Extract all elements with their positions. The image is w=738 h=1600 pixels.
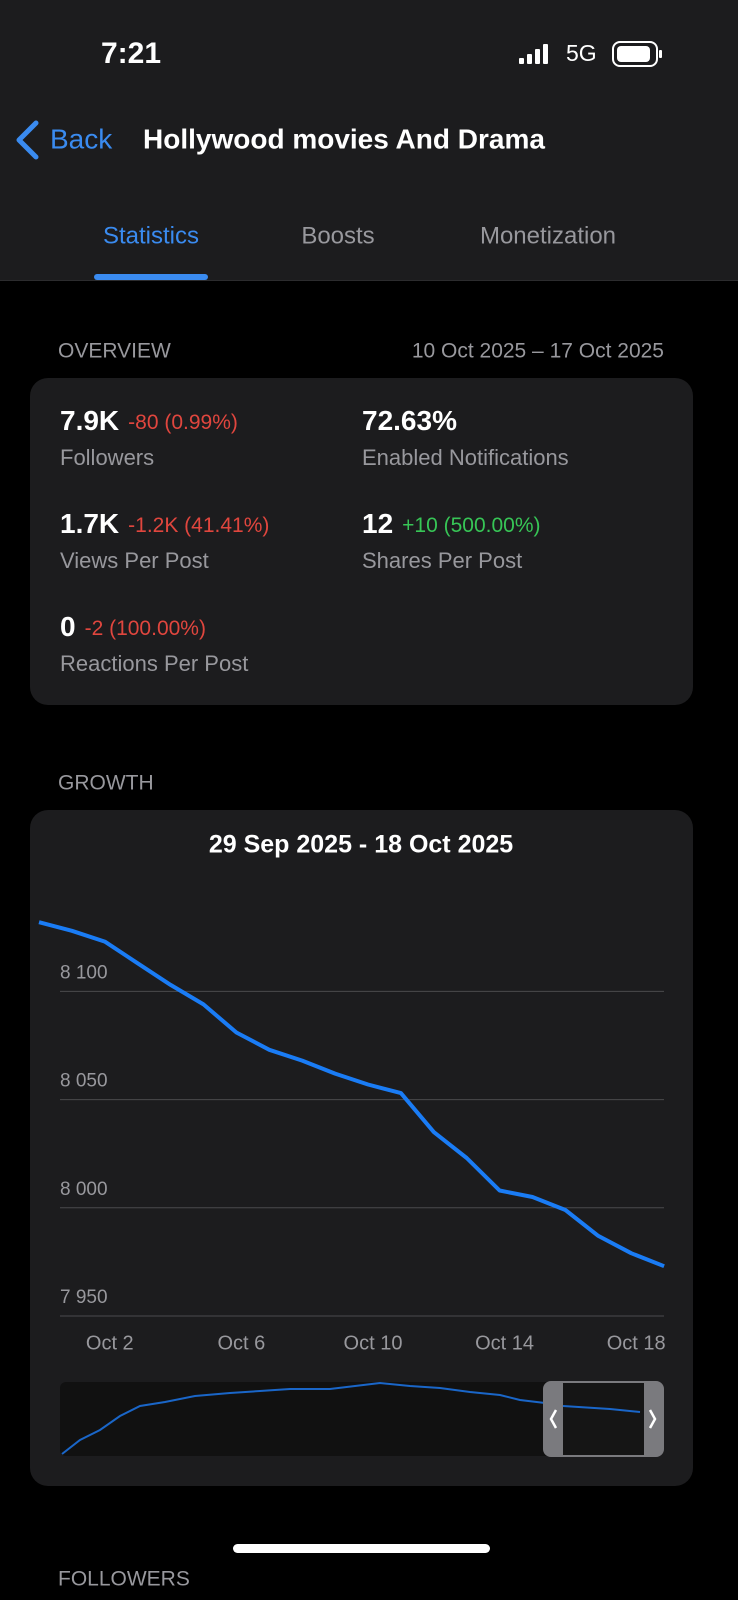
stat: 1.7K -1.2K (41.41%): [60, 508, 269, 539]
network: 5G: [566, 40, 597, 66]
status-time: 7:21: [101, 37, 161, 70]
overview-card: [30, 378, 693, 705]
navigator-handles[interactable]: [549, 1409, 657, 1429]
section-label: FOLLOWERS: [58, 1568, 190, 1591]
stat-change: -1.2K (41.41%): [128, 514, 269, 537]
battery-icon: [612, 41, 662, 67]
navigator[interactable]: [60, 1382, 663, 1456]
signal-icon: [519, 44, 548, 64]
tab[interactable]: Statistics: [103, 222, 199, 249]
stat: 72.63%: [362, 405, 457, 436]
navigator-window-inner: [563, 1383, 644, 1455]
x-tick-label: Oct 18: [607, 1332, 666, 1354]
date-range: 10 Oct 2025 – 17 Oct 2025: [412, 340, 664, 363]
navigator-line: [562, 1405, 641, 1413]
tab[interactable]: Monetization: [480, 222, 616, 249]
stat-value: 72.63%: [362, 405, 457, 436]
stat-change: -80 (0.99%): [128, 411, 238, 434]
tab[interactable]: Boosts: [301, 222, 374, 249]
stat-change: +10 (500.00%): [402, 514, 540, 537]
stat-value: 7.9K: [60, 405, 119, 436]
stat-label: Views Per Post: [60, 548, 209, 573]
x-tick-label: Oct 14: [475, 1332, 534, 1354]
stat: 12 +10 (500.00%): [362, 508, 541, 539]
stat-value: 12: [362, 508, 393, 539]
y-tick-label: 8 100: [60, 962, 108, 983]
stat-label: Reactions Per Post: [60, 651, 248, 676]
stat-value: 0: [60, 611, 76, 642]
header-bg: [0, 0, 738, 280]
back-button[interactable]: Back: [50, 123, 113, 154]
tab-indicator: [94, 274, 208, 280]
home-indicator: [233, 1544, 490, 1553]
growth-line: [38, 920, 665, 1269]
y-tick-label: 7 950: [60, 1287, 108, 1308]
x-tick-label: Oct 6: [218, 1332, 266, 1354]
stat: 7.9K -80 (0.99%): [60, 405, 238, 436]
y-tick-label: 8 000: [60, 1179, 108, 1200]
stat-label: Shares Per Post: [362, 548, 522, 573]
stat-change: -2 (100.00%): [85, 617, 206, 640]
x-tick-label: Oct 2: [86, 1332, 134, 1354]
section-label: OVERVIEW: [58, 340, 171, 363]
back-chevron[interactable]: [16, 120, 39, 160]
stat: 0 -2 (100.00%): [60, 611, 206, 642]
nav-title: Hollywood movies And Drama: [143, 123, 545, 154]
y-tick-label: 8 050: [60, 1071, 108, 1092]
section-label: GROWTH: [58, 772, 154, 795]
growth-card: [30, 810, 693, 1486]
chart-title: 29 Sep 2025 - 18 Oct 2025: [209, 831, 513, 859]
stat-label: Followers: [60, 445, 154, 470]
x-tick-label: Oct 10: [344, 1332, 403, 1354]
stat-value: 1.7K: [60, 508, 119, 539]
stat-label: Enabled Notifications: [362, 445, 569, 470]
